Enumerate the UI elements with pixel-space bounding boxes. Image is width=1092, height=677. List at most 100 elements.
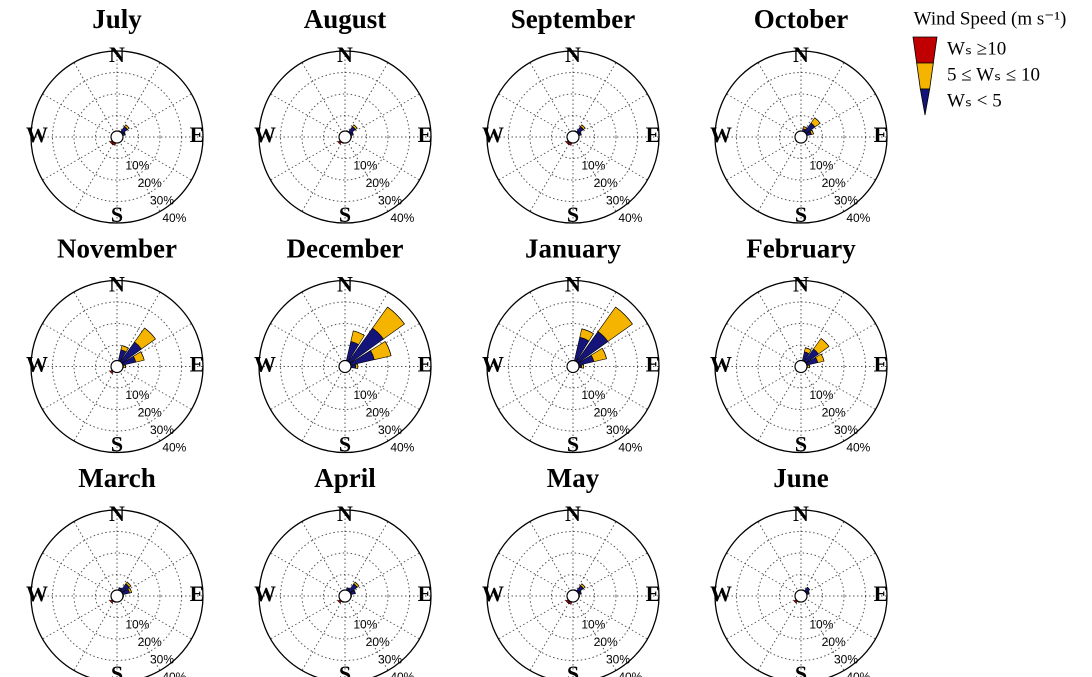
spoke bbox=[757, 521, 802, 597]
spoke bbox=[116, 93, 192, 138]
grid-ring bbox=[508, 72, 638, 202]
r-tick-label: 10% bbox=[353, 158, 377, 172]
chart-title: March bbox=[78, 463, 155, 493]
grid-ring bbox=[323, 574, 367, 618]
direction-label: E bbox=[190, 352, 205, 377]
calm-circle bbox=[566, 359, 580, 374]
r-tick-label: 40% bbox=[162, 441, 186, 455]
r-tick-label: 10% bbox=[581, 617, 605, 631]
spoke bbox=[757, 62, 802, 138]
grid-ring bbox=[714, 50, 888, 224]
spoke bbox=[572, 93, 648, 138]
calm-circle bbox=[566, 130, 580, 144]
direction-label: N bbox=[565, 272, 581, 297]
r-tick-label: 40% bbox=[618, 670, 642, 677]
petal-segment bbox=[580, 132, 582, 136]
r-tick-label: 20% bbox=[138, 176, 162, 190]
spoke bbox=[73, 521, 118, 597]
spoke bbox=[757, 366, 802, 442]
grid-ring bbox=[52, 301, 182, 432]
grid-ring bbox=[736, 301, 866, 432]
r-tick-label: 40% bbox=[162, 211, 186, 225]
direction-label: N bbox=[109, 501, 125, 526]
spoke bbox=[301, 366, 346, 442]
legend-label: 5 ≤ Wₛ ≤ 10 bbox=[947, 64, 1040, 85]
spoke bbox=[73, 291, 118, 367]
r-tick-label: 30% bbox=[834, 652, 858, 666]
direction-label: E bbox=[418, 581, 433, 606]
r-tick-label: 30% bbox=[834, 193, 858, 207]
grid-ring bbox=[258, 279, 432, 454]
spoke bbox=[529, 595, 574, 671]
spoke bbox=[529, 366, 574, 442]
r-tick-label: 40% bbox=[618, 211, 642, 225]
direction-label: W bbox=[254, 352, 276, 377]
r-tick-label: 10% bbox=[353, 617, 377, 631]
direction-label: N bbox=[793, 272, 809, 297]
direction-label: E bbox=[190, 581, 205, 606]
direction-label: W bbox=[482, 352, 504, 377]
r-tick-label: 30% bbox=[378, 193, 402, 207]
direction-label: E bbox=[646, 122, 661, 147]
r-tick-label: 40% bbox=[162, 670, 186, 677]
r-tick-label: 20% bbox=[594, 405, 618, 419]
grid-ring bbox=[757, 323, 845, 410]
direction-label: S bbox=[111, 432, 123, 457]
grid-ring bbox=[73, 323, 161, 410]
spoke bbox=[301, 291, 346, 367]
chart-title: August bbox=[304, 4, 387, 34]
direction-label: S bbox=[339, 202, 351, 227]
direction-label: S bbox=[567, 661, 579, 677]
grid-ring bbox=[508, 301, 638, 432]
r-tick-label: 20% bbox=[366, 176, 390, 190]
grid-ring bbox=[757, 552, 845, 640]
r-tick-label: 20% bbox=[822, 405, 846, 419]
r-tick-label: 30% bbox=[378, 423, 402, 437]
r-tick-label: 10% bbox=[125, 388, 149, 402]
chart-title: April bbox=[314, 463, 376, 493]
calm-circle bbox=[338, 130, 352, 144]
direction-label: S bbox=[339, 432, 351, 457]
r-tick-label: 30% bbox=[606, 652, 630, 666]
grid-ring bbox=[258, 50, 432, 224]
direction-label: W bbox=[26, 352, 48, 377]
spoke bbox=[529, 521, 574, 597]
spoke bbox=[73, 62, 118, 138]
r-tick-label: 20% bbox=[366, 405, 390, 419]
direction-label: N bbox=[337, 42, 353, 67]
direction-label: N bbox=[793, 501, 809, 526]
r-tick-label: 30% bbox=[150, 423, 174, 437]
r-tick-label: 20% bbox=[594, 635, 618, 649]
grid-ring bbox=[323, 115, 367, 159]
petal-segment bbox=[580, 591, 582, 595]
grid-ring bbox=[323, 344, 367, 389]
spoke bbox=[344, 552, 420, 597]
r-tick-label: 20% bbox=[366, 635, 390, 649]
chart-title: June bbox=[773, 463, 829, 493]
direction-label: N bbox=[565, 42, 581, 67]
r-tick-label: 20% bbox=[822, 635, 846, 649]
spoke bbox=[529, 62, 574, 138]
spoke bbox=[73, 366, 118, 442]
legend-swatch bbox=[912, 36, 938, 64]
direction-label: S bbox=[111, 202, 123, 227]
calm-circle bbox=[794, 359, 808, 374]
petal-segment bbox=[581, 328, 594, 334]
r-tick-label: 40% bbox=[390, 441, 414, 455]
direction-label: E bbox=[874, 352, 889, 377]
direction-label: N bbox=[109, 272, 125, 297]
calm-circle bbox=[110, 359, 124, 374]
calm-circle bbox=[338, 589, 352, 603]
grid-ring bbox=[73, 552, 161, 640]
grid-ring bbox=[486, 509, 660, 677]
direction-label: S bbox=[795, 432, 807, 457]
r-tick-label: 30% bbox=[834, 423, 858, 437]
r-tick-label: 10% bbox=[125, 158, 149, 172]
r-tick-label: 20% bbox=[594, 176, 618, 190]
chart-title: January bbox=[525, 234, 622, 264]
direction-label: W bbox=[482, 581, 504, 606]
grid-ring bbox=[95, 344, 139, 389]
